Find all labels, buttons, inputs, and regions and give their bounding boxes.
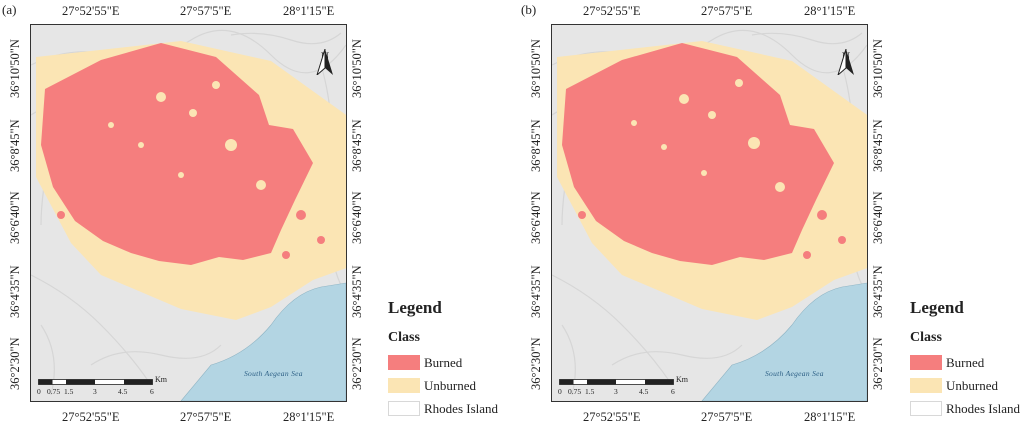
- map-frame: South Aegean Sea N 0 0.75 1.5 3 4.5 6: [551, 24, 868, 402]
- right-coord-label: 36°6'40"N: [871, 191, 885, 244]
- scale-tick: 1.5: [585, 387, 595, 396]
- legend-label: Burned: [946, 354, 985, 370]
- sea-area: [180, 282, 346, 401]
- unburned-patches: [108, 81, 266, 190]
- bottom-coord-label: 28°1'15"E: [283, 410, 335, 424]
- burned-patches: [578, 210, 846, 259]
- right-coord-label: 36°10'50"N: [350, 39, 364, 98]
- bottom-coord-label: 28°1'15"E: [804, 410, 856, 424]
- legend-swatch: [910, 355, 942, 370]
- bottom-coord-label: 27°52'55"E: [62, 410, 120, 424]
- map-canvas: [31, 25, 346, 401]
- north-arrow-icon: [316, 49, 333, 75]
- right-coord-label: 36°8'45"N: [871, 119, 885, 172]
- scale-tick: 6: [150, 387, 154, 396]
- scale-tick: 0.75: [47, 387, 61, 396]
- burned-area: [562, 43, 834, 265]
- right-coord-label: 36°4'35"N: [871, 265, 885, 318]
- bottom-coord-label: 27°57'5"E: [701, 410, 753, 424]
- left-coord-label: 36°10'50"N: [8, 39, 22, 98]
- left-coord-label: 36°8'45"N: [529, 119, 543, 172]
- legend-label: Burned: [424, 354, 463, 370]
- burned-area: [41, 43, 313, 265]
- scale-tick: 0: [37, 387, 41, 396]
- legend-title: Legend: [388, 298, 442, 317]
- legend: Legend Class Burned Unburned Rhodes Isla…: [910, 298, 1020, 421]
- legend-label: Rhodes Island: [946, 400, 1021, 416]
- scale-ticks: 0 0.75 1.5 3 4.5 6: [37, 387, 168, 397]
- legend: Legend Class Burned Unburned Rhodes Isla…: [388, 298, 498, 421]
- top-coord-label: 27°57'5"E: [180, 4, 232, 18]
- legend-swatch: [388, 378, 420, 393]
- scale-tick: 3: [614, 387, 618, 396]
- legend-subtitle: Class: [388, 330, 420, 345]
- left-coord-label: 36°6'40"N: [529, 191, 543, 244]
- scale-tick: 1.5: [64, 387, 74, 396]
- scale-unit: Km: [155, 375, 167, 384]
- left-coord-label: 36°8'45"N: [8, 119, 22, 172]
- legend-item-burned: Burned: [388, 352, 498, 373]
- bottom-coord-label: 27°52'55"E: [583, 410, 641, 424]
- scale-tick: 4.5: [639, 387, 649, 396]
- scale-ticks: 0 0.75 1.5 3 4.5 6: [558, 387, 689, 397]
- map-frame: South Aegean Sea N 0 0.75 1.5 3 4.5 6: [30, 24, 347, 402]
- legend-title: Legend: [910, 298, 964, 317]
- left-coord-label: 36°2'30"N: [8, 337, 22, 390]
- top-coord-label: 28°1'15"E: [283, 4, 335, 18]
- legend-item-unburned: Unburned: [910, 375, 1020, 396]
- left-coord-label: 36°10'50"N: [529, 39, 543, 98]
- scale-unit: Km: [676, 375, 688, 384]
- left-coord-label: 36°4'35"N: [529, 265, 543, 318]
- unburned-patches: [631, 79, 785, 192]
- top-coord-label: 27°52'55"E: [62, 4, 120, 18]
- right-coord-label: 36°2'30"N: [350, 337, 364, 390]
- panel-label: (b): [521, 2, 537, 17]
- panel-label: (a): [2, 2, 17, 17]
- legend-label: Rhodes Island: [424, 400, 499, 416]
- scale-tick: 3: [93, 387, 97, 396]
- top-coord-label: 28°1'15"E: [804, 4, 856, 18]
- left-coord-label: 36°2'30"N: [529, 337, 543, 390]
- sea-label: South Aegean Sea: [244, 369, 303, 378]
- scale-tick: 4.5: [118, 387, 128, 396]
- right-coord-label: 36°6'40"N: [350, 191, 364, 244]
- left-coord-label: 36°6'40"N: [8, 191, 22, 244]
- north-arrow-icon: [837, 49, 854, 75]
- scale-tick: 0.75: [568, 387, 582, 396]
- left-coord-label: 36°4'35"N: [8, 265, 22, 318]
- right-coord-label: 36°4'35"N: [350, 265, 364, 318]
- right-coord-label: 36°2'30"N: [871, 337, 885, 390]
- sea-area: [701, 282, 867, 401]
- bottom-coord-label: 27°57'5"E: [180, 410, 232, 424]
- scale-tick: 0: [558, 387, 562, 396]
- legend-swatch: [388, 401, 420, 416]
- legend-item-rhodes-island: Rhodes Island: [388, 398, 498, 419]
- scale-tick: 6: [671, 387, 675, 396]
- legend-swatch: [910, 378, 942, 393]
- scale-bar-graphic: [559, 379, 674, 385]
- north-arrow: N: [315, 49, 335, 75]
- sea-label: South Aegean Sea: [765, 369, 824, 378]
- map-canvas: [552, 25, 867, 401]
- legend-swatch: [388, 355, 420, 370]
- burned-patches: [57, 210, 325, 259]
- top-coord-label: 27°52'55"E: [583, 4, 641, 18]
- right-coord-label: 36°10'50"N: [871, 39, 885, 98]
- north-arrow: N: [836, 49, 856, 75]
- right-coord-label: 36°8'45"N: [350, 119, 364, 172]
- legend-label: Unburned: [424, 377, 476, 393]
- top-coord-label: 27°57'5"E: [701, 4, 753, 18]
- legend-item-burned: Burned: [910, 352, 1020, 373]
- legend-swatch: [910, 401, 942, 416]
- legend-item-unburned: Unburned: [388, 375, 498, 396]
- legend-label: Unburned: [946, 377, 998, 393]
- scale-bar-graphic: [38, 379, 153, 385]
- legend-subtitle: Class: [910, 330, 942, 345]
- legend-item-rhodes-island: Rhodes Island: [910, 398, 1020, 419]
